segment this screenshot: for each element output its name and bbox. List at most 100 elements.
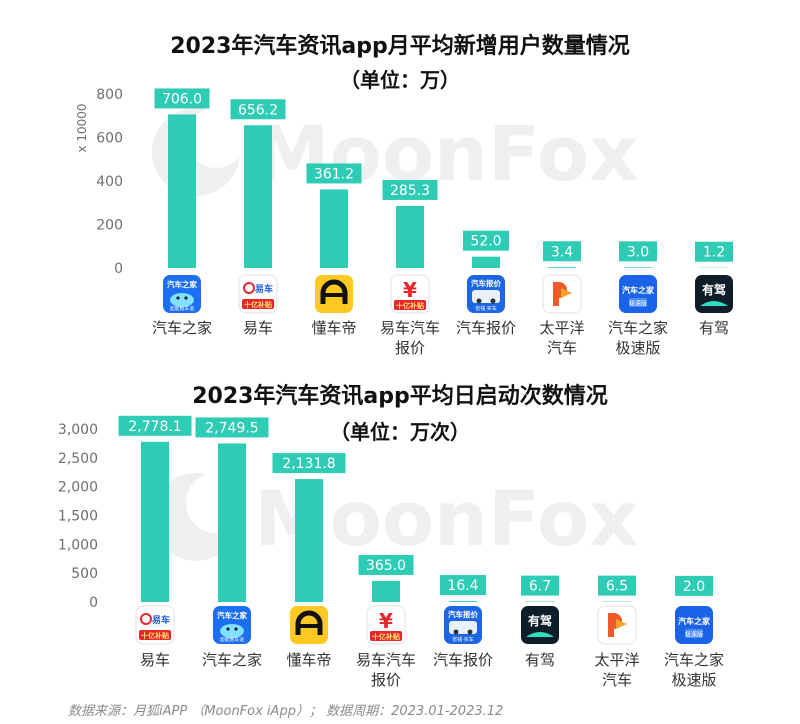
y-tick-label: 500	[71, 566, 98, 582]
svg-text:汽车之家: 汽车之家	[678, 616, 711, 626]
svg-text:十亿补贴: 十亿补贴	[141, 631, 169, 640]
category-label: 汽车	[602, 671, 632, 689]
svg-text:汽车之家: 汽车之家	[217, 610, 247, 620]
value-label-box	[154, 88, 210, 109]
y-tick-label: 0	[89, 595, 98, 611]
svg-text:汽车之家: 汽车之家	[167, 279, 197, 289]
category-label: 报价	[395, 339, 425, 357]
watermark-logo-cutout	[186, 108, 246, 168]
value-label-box	[598, 575, 636, 596]
value-label: 16.4	[447, 578, 478, 594]
y-tick-label: 800	[96, 87, 123, 103]
dongchedi-icon	[315, 275, 353, 313]
svg-text:极速版: 极速版	[629, 300, 647, 308]
value-label: 3.0	[627, 244, 649, 260]
bar	[320, 189, 348, 268]
value-label-box	[521, 575, 559, 596]
chart-title: 2023年汽车资讯app月平均新增用户数量情况	[170, 34, 630, 59]
value-label-box	[118, 415, 192, 436]
svg-text:汽车报价: 汽车报价	[471, 278, 501, 288]
svg-text:汽车报价: 汽车报价	[448, 609, 478, 619]
category-label: 易车	[140, 651, 170, 669]
yiche-price-icon: ¥十亿补贴	[366, 605, 406, 645]
category-label: 汽车之家	[202, 651, 262, 669]
category-label: 懂车帝	[311, 319, 356, 337]
y-axis: 0 500 1,000 1,500 2,000 2,500 3,000	[58, 422, 98, 611]
bar	[472, 256, 500, 268]
youjia-icon: 有驾	[695, 275, 733, 313]
category-label: 有驾	[699, 319, 729, 337]
svg-text:超能跑车道: 超能跑车道	[170, 305, 194, 312]
value-label-box	[463, 230, 509, 251]
value-label: 6.7	[529, 579, 551, 595]
bar	[141, 441, 169, 602]
bar	[372, 580, 400, 602]
value-label-box	[382, 179, 438, 200]
category-label: 汽车之家	[152, 319, 212, 337]
chart-title: 2023年汽车资讯app平均日启动次数情况	[192, 384, 608, 409]
bar	[624, 267, 652, 268]
value-label: 365.0	[366, 558, 406, 574]
bar	[295, 479, 323, 602]
category-label: 易车汽车	[380, 319, 440, 337]
category-label: 有驾	[525, 651, 555, 669]
category-label: 极速版	[671, 671, 716, 689]
bar	[218, 443, 246, 602]
svg-text:¥: ¥	[379, 609, 393, 633]
data-source-note: 数据来源：月狐iAPP （MoonFox iApp）； 数据周期：2023.01…	[68, 704, 504, 719]
y-tick-label: 200	[96, 218, 123, 234]
value-label: 1.2	[703, 245, 725, 261]
y-tick-label: 2,000	[58, 480, 98, 496]
value-label-box	[619, 241, 657, 262]
bar	[244, 125, 272, 269]
svg-text:十亿补贴: 十亿补贴	[244, 300, 272, 309]
category-label: 报价	[371, 671, 401, 689]
bar-group: 361.2 懂车帝	[306, 163, 362, 337]
yiche-price-icon: ¥十亿补贴	[390, 274, 430, 314]
svg-text:有驾: 有驾	[528, 613, 552, 628]
y-tick-label: 0	[114, 261, 123, 277]
value-label: 3.4	[551, 244, 573, 260]
value-label: 2,131.8	[282, 456, 335, 472]
value-label-box	[695, 241, 733, 262]
y-tick-label: 1,000	[58, 537, 98, 553]
bar-group: 2,131.8 懂车帝	[272, 453, 346, 669]
chart-subtitle: （单位：万）	[340, 68, 460, 92]
y-tick-label: 600	[96, 131, 123, 147]
value-label: 656.2	[238, 102, 278, 118]
svg-text:汽车之家: 汽车之家	[622, 285, 655, 295]
category-label: 易车	[243, 319, 273, 337]
chart-monthly-new-users: 2023年汽车资讯app月平均新增用户数量情况 （单位：万） MoonFox 0 2…	[75, 34, 733, 357]
y-tick-label: 400	[96, 174, 123, 190]
category-label: 汽车报价	[433, 651, 493, 669]
category-label: 太平洋	[594, 651, 639, 669]
bar	[449, 601, 477, 602]
category-label: 汽车	[547, 339, 577, 357]
dongchedi-icon	[290, 606, 328, 644]
svg-text:有驾: 有驾	[702, 282, 726, 297]
category-label: 汽车之家	[608, 319, 668, 337]
svg-text:¥: ¥	[403, 278, 417, 302]
y-tick-label: 1,500	[58, 509, 98, 525]
category-label: 极速版	[615, 339, 660, 357]
watermark-text: MoonFox	[254, 109, 638, 198]
category-label: 懂车帝	[286, 651, 331, 669]
svg-text:省钱·买车: 省钱·买车	[475, 305, 497, 312]
y-axis: 0 200 400 600 800	[96, 87, 123, 277]
bar	[548, 267, 576, 268]
category-label: 太平洋	[539, 319, 584, 337]
value-label: 361.2	[314, 166, 354, 182]
category-label: 易车汽车	[356, 651, 416, 669]
